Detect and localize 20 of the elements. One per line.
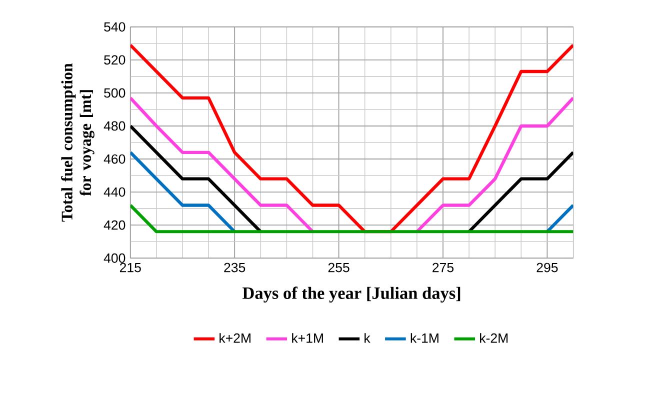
x-tick-label: 235 bbox=[224, 262, 246, 272]
y-tick-label: 440 bbox=[104, 187, 126, 197]
legend-label: k bbox=[364, 332, 370, 343]
legend-label: k-1M bbox=[410, 332, 438, 343]
legend-label: k-2M bbox=[480, 332, 508, 343]
y-tick-label: 420 bbox=[104, 220, 126, 230]
y-tick-label: 460 bbox=[104, 154, 126, 164]
legend-label: k+2M bbox=[220, 332, 250, 343]
y-tick-label: 500 bbox=[104, 88, 126, 98]
y-tick-label: 520 bbox=[104, 55, 126, 64]
y-tick-label: 400 bbox=[104, 253, 126, 263]
x-tick-label: 255 bbox=[328, 262, 350, 272]
y-tick-label: 540 bbox=[104, 22, 126, 32]
legend-label: k+1M bbox=[292, 332, 323, 343]
x-tick-label: 215 bbox=[120, 262, 141, 272]
x-tick-label: 275 bbox=[432, 262, 454, 272]
y-axis-title: Total fuel consumption for voyage [mt] bbox=[61, 63, 94, 222]
x-axis-title: Days of the year [Julian days] bbox=[242, 286, 460, 302]
y-tick-label: 480 bbox=[104, 121, 126, 131]
x-tick-label: 295 bbox=[536, 262, 558, 272]
